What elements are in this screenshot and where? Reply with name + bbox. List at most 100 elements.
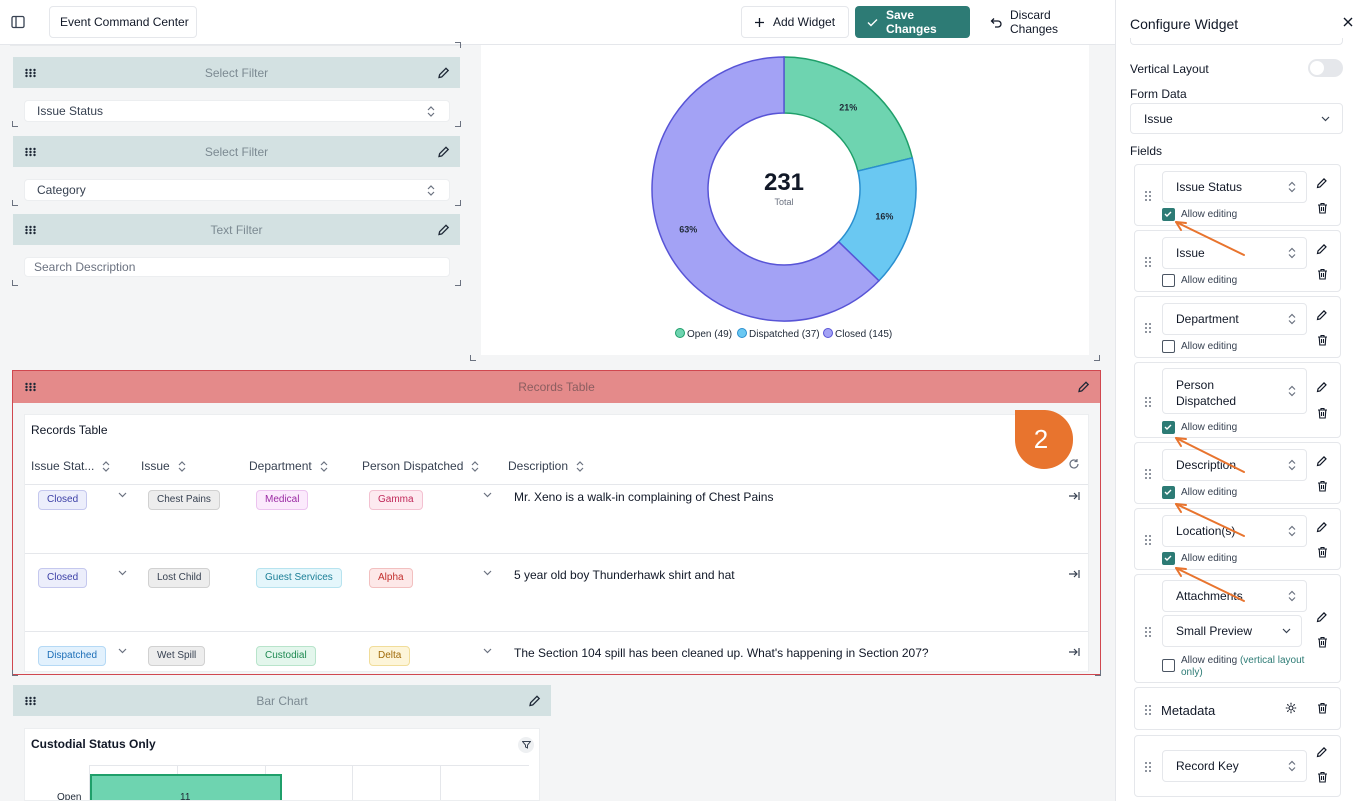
edit-pencil-icon[interactable] [1316, 177, 1328, 189]
chevron-down-icon[interactable] [483, 648, 492, 654]
trash-icon[interactable] [1317, 546, 1328, 558]
form-data-select[interactable]: Issue [1130, 103, 1343, 134]
allow-editing-checkbox[interactable] [1162, 340, 1175, 353]
edit-pencil-icon[interactable] [1316, 746, 1328, 758]
column-header-department[interactable]: Department [249, 459, 328, 473]
issue-status-select[interactable]: Issue Status [24, 100, 450, 122]
bar-chart-header[interactable]: Bar Chart [13, 685, 551, 716]
preview-size-select[interactable]: Small Preview [1162, 615, 1302, 647]
allow-editing-checkbox[interactable] [1162, 659, 1175, 672]
edit-pencil-icon[interactable] [437, 66, 450, 79]
gear-icon[interactable] [1285, 702, 1297, 714]
legend-label[interactable]: Open (49) [687, 329, 732, 340]
trash-icon[interactable] [1317, 771, 1328, 783]
resize-corner[interactable] [1095, 670, 1101, 676]
resize-corner[interactable] [12, 200, 18, 206]
trash-icon[interactable] [1317, 202, 1328, 214]
sidebar-toggle-icon[interactable] [11, 15, 25, 29]
legend-label[interactable]: Dispatched (37) [749, 329, 820, 340]
allow-editing-checkbox[interactable] [1162, 274, 1175, 287]
open-record-icon[interactable] [1068, 647, 1080, 657]
vertical-layout-toggle[interactable] [1308, 59, 1343, 77]
drag-handle-icon[interactable] [25, 225, 36, 234]
chevron-down-icon[interactable] [118, 492, 127, 498]
trash-icon[interactable] [1317, 480, 1328, 492]
resize-corner[interactable] [455, 280, 461, 286]
edit-pencil-icon[interactable] [528, 694, 541, 707]
open-record-icon[interactable] [1068, 569, 1080, 579]
drag-handle-icon[interactable] [1145, 191, 1151, 201]
drag-handle-icon[interactable] [1145, 469, 1151, 479]
legend-label[interactable]: Closed (145) [835, 329, 892, 340]
bar-open[interactable] [90, 774, 282, 800]
dashboard-title-input[interactable]: Event Command Center [49, 6, 197, 38]
close-icon[interactable] [1343, 17, 1353, 27]
drag-handle-icon[interactable] [1145, 705, 1151, 715]
chevron-down-icon[interactable] [118, 570, 127, 576]
drag-handle-icon[interactable] [1145, 323, 1151, 333]
allow-editing-checkbox[interactable] [1162, 486, 1175, 499]
discard-changes-button[interactable]: Discard Changes [978, 6, 1103, 38]
select-filter-header[interactable]: Select Filter [13, 57, 460, 88]
edit-pencil-icon[interactable] [1316, 309, 1328, 321]
text-filter-header[interactable]: Text Filter [13, 214, 460, 245]
filter-icon[interactable] [518, 737, 534, 753]
resize-corner[interactable] [1094, 355, 1100, 361]
trash-icon[interactable] [1317, 702, 1328, 714]
slice-open[interactable] [783, 56, 914, 172]
column-header-issue[interactable]: Issue [141, 459, 186, 473]
trash-icon[interactable] [1317, 636, 1328, 648]
drag-handle-icon[interactable] [1145, 762, 1151, 772]
add-widget-button[interactable]: Add Widget [741, 6, 849, 38]
select-filter-header[interactable]: Select Filter [13, 136, 460, 167]
drag-handle-icon[interactable] [25, 147, 36, 156]
column-header-issue-status[interactable]: Issue Stat... [31, 459, 110, 473]
chevron-down-icon[interactable] [483, 570, 492, 576]
records-table-header[interactable]: Records Table [13, 371, 1100, 403]
drag-handle-icon[interactable] [1145, 257, 1151, 267]
column-header-person-dispatched[interactable]: Person Dispatched [362, 459, 479, 473]
table-row[interactable]: Closed Chest Pains Medical Gamma Mr. Xen… [25, 485, 1088, 553]
trash-icon[interactable] [1317, 407, 1328, 419]
allow-editing-checkbox[interactable] [1162, 421, 1175, 434]
chevron-down-icon[interactable] [483, 492, 492, 498]
refresh-icon[interactable] [1068, 458, 1080, 470]
edit-pencil-icon[interactable] [1316, 521, 1328, 533]
table-row[interactable]: Closed Lost Child Guest Services Alpha 5… [25, 554, 1088, 631]
trash-icon[interactable] [1317, 334, 1328, 346]
resize-corner[interactable] [455, 42, 461, 48]
edit-pencil-icon[interactable] [1316, 455, 1328, 467]
drag-handle-icon[interactable] [1145, 627, 1151, 637]
edit-pencil-icon[interactable] [437, 223, 450, 236]
table-row[interactable]: Dispatched Wet Spill Custodial Delta The… [25, 632, 1088, 672]
edit-pencil-icon[interactable] [1077, 381, 1090, 394]
resize-corner[interactable] [455, 200, 461, 206]
resize-corner[interactable] [12, 670, 18, 676]
drag-handle-icon[interactable] [1145, 397, 1151, 407]
edit-pencil-icon[interactable] [1316, 243, 1328, 255]
slice-closed[interactable] [651, 56, 880, 322]
search-description-input[interactable]: Search Description [24, 257, 450, 277]
category-select[interactable]: Category [24, 179, 450, 201]
open-record-icon[interactable] [1068, 491, 1080, 501]
chevron-down-icon[interactable] [118, 648, 127, 654]
resize-corner[interactable] [12, 280, 18, 286]
field-select[interactable]: Department [1162, 303, 1307, 335]
trash-icon[interactable] [1317, 268, 1328, 280]
drag-handle-icon[interactable] [1145, 535, 1151, 545]
resize-corner[interactable] [455, 121, 461, 127]
column-header-description[interactable]: Description [508, 459, 584, 473]
field-select[interactable]: Person Dispatched [1162, 368, 1307, 414]
drag-handle-icon[interactable] [25, 68, 36, 77]
drag-handle-icon[interactable] [25, 382, 36, 392]
field-select[interactable]: Record Key [1162, 750, 1307, 782]
field-select[interactable]: Location(s) [1162, 515, 1307, 547]
field-select[interactable]: Issue [1162, 237, 1307, 269]
edit-pencil-icon[interactable] [1316, 611, 1328, 623]
allow-editing-checkbox[interactable] [1162, 208, 1175, 221]
resize-corner[interactable] [470, 355, 476, 361]
allow-editing-checkbox[interactable] [1162, 552, 1175, 565]
drag-handle-icon[interactable] [25, 696, 36, 705]
save-changes-button[interactable]: Save Changes [855, 6, 970, 38]
resize-corner[interactable] [12, 121, 18, 127]
